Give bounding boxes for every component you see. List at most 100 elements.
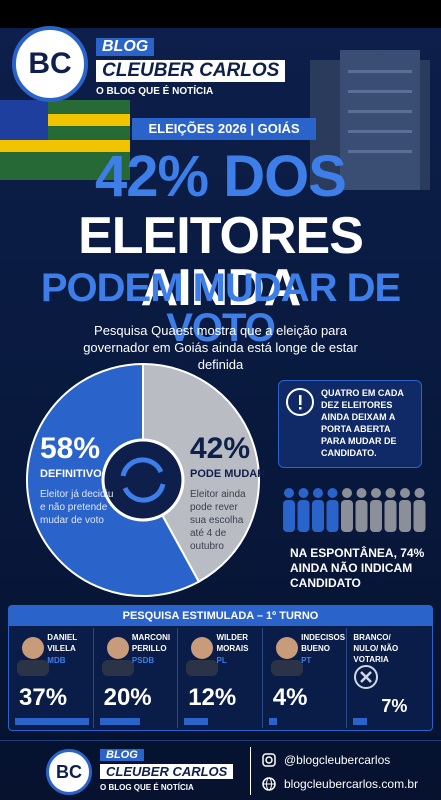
candidate-party: PL — [216, 656, 227, 665]
footer-tagline: O BLOG QUE É NOTÍCIA — [100, 783, 194, 792]
divider — [250, 747, 251, 795]
donut-hole — [101, 438, 185, 522]
segment-name: DEFINITIVO — [40, 468, 102, 480]
headline-3: PODEM MUDAR DE VOTO — [40, 266, 401, 350]
instagram: @blogcleubercarlos — [284, 753, 391, 767]
person-head — [400, 488, 410, 498]
candidate-bar — [99, 718, 140, 725]
candidate-cell: INDECISOS BUENO PT 4% — [263, 628, 348, 728]
bar-track — [268, 718, 277, 725]
person-body — [297, 500, 310, 532]
candidate-bar — [353, 718, 368, 725]
candidate-party: PT — [301, 656, 312, 665]
person-head — [284, 488, 294, 498]
person-head — [327, 488, 338, 498]
donut-slice — [142, 362, 260, 584]
segment-value: 58% — [40, 432, 101, 465]
candidate-photo — [17, 637, 49, 676]
spontaneous-text: NA ESPONTÂNEA, 74% AINDA NÃO INDICAM CAN… — [290, 546, 425, 590]
segment-value: 42% — [190, 432, 251, 465]
person-body — [283, 500, 295, 532]
candidate-party: MDB — [47, 656, 66, 665]
bar-track — [353, 718, 368, 725]
candidate-photo — [270, 637, 303, 676]
candidate-bar — [15, 718, 89, 725]
person-body — [326, 500, 339, 532]
candidate-bar — [184, 718, 209, 725]
x-circle — [354, 665, 379, 689]
person-head — [298, 488, 309, 498]
x-mark — [360, 671, 373, 683]
person-body — [312, 500, 324, 532]
person-body — [370, 500, 382, 532]
blog-name: CLEUBER CARLOS — [96, 60, 286, 82]
x-icon — [354, 665, 379, 689]
logo: BC — [12, 26, 88, 102]
candidate-value: 20% — [103, 684, 152, 711]
people-icons — [283, 488, 426, 532]
person-head — [371, 488, 381, 498]
candidate-bar — [268, 718, 277, 725]
candidate-photo — [186, 637, 219, 676]
candidate-party: PSDB — [131, 656, 155, 665]
candidate-name: DANIEL VILELA — [47, 633, 77, 653]
building — [310, 50, 430, 190]
callout-text: QUATRO EM CADA DEZ ELEITORES AINDA DEIXA… — [321, 388, 404, 458]
photo-head — [106, 637, 129, 659]
tagline: O BLOG QUE É NOTÍCIA — [96, 86, 214, 97]
candidate-name: WILDER MORAIS — [216, 633, 249, 653]
photo-head — [22, 637, 44, 659]
footer-blog: BLOG — [100, 749, 144, 761]
person-body — [384, 500, 397, 532]
candidate-name: MARCONI PERILLO — [131, 633, 171, 653]
poll-box: PESQUISA ESTIMULADA – 1º TURNO DANIEL VI… — [8, 605, 433, 731]
instagram-icon — [262, 753, 276, 767]
footer-name: CLEUBER CARLOS — [100, 764, 234, 779]
person-body — [355, 500, 368, 532]
person-body — [399, 500, 411, 532]
bar-track — [15, 718, 89, 725]
person-body — [341, 500, 353, 532]
photo-body — [186, 660, 219, 676]
callout-box: QUATRO EM CADA DEZ ELEITORES AINDA DEIXA… — [278, 380, 422, 468]
poll-title: PESQUISA ESTIMULADA – 1º TURNO — [9, 606, 432, 626]
photo-head — [275, 637, 298, 659]
segment-description: Eleitor ainda pode rever sua escolha até… — [190, 489, 246, 552]
donut-chart — [26, 362, 260, 597]
candidate-cell: DANIEL VILELA MDB 37% — [9, 628, 94, 728]
person-head — [356, 488, 367, 498]
candidate-value: 4% — [272, 684, 308, 711]
person-head — [342, 488, 352, 498]
candidate-value: 37% — [19, 684, 68, 711]
person-head — [385, 488, 396, 498]
person-head — [414, 488, 425, 498]
candidate-cell: BRANCO/ NULO/ NÃO VOTARIA 7% — [347, 628, 432, 728]
candidate-value: 12% — [188, 684, 237, 711]
candidate-name: BRANCO/ NULO/ NÃO VOTARIA — [353, 633, 399, 664]
headline-2: ELEITORES AINDA — [78, 207, 364, 317]
photo-head — [191, 637, 214, 659]
goias-flag — [0, 100, 130, 180]
person-head — [313, 488, 323, 498]
photo-body — [101, 660, 134, 676]
alert-icon — [286, 388, 314, 416]
photo-body — [17, 660, 49, 676]
footer-logo: BC — [46, 749, 92, 795]
badge: ELEIÇÕES 2026 | GOIÁS — [132, 118, 316, 140]
photo-body — [270, 660, 303, 676]
candidate-value: 7% — [381, 696, 408, 716]
segment-description: Eleitor já decidiu e não pretende mudar … — [40, 489, 114, 526]
bar-track — [184, 718, 209, 725]
candidate-photo — [101, 637, 134, 676]
subtitle: Pesquisa Quaest mostra que a eleição par… — [83, 323, 358, 372]
cycle-icon — [120, 457, 166, 503]
person-body — [413, 500, 426, 532]
candidate-cell: WILDER MORAIS PL 12% — [178, 628, 263, 728]
footer: BC BLOG CLEUBER CARLOS O BLOG QUE É NOTÍ… — [0, 740, 441, 800]
headline-1: 42% DOS — [95, 144, 347, 209]
blog-label: BLOG — [96, 38, 155, 56]
candidate-cell: MARCONI PERILLO PSDB 20% — [94, 628, 179, 728]
web-icon — [262, 777, 276, 791]
segment-name: PODE MUDAR — [190, 468, 266, 480]
